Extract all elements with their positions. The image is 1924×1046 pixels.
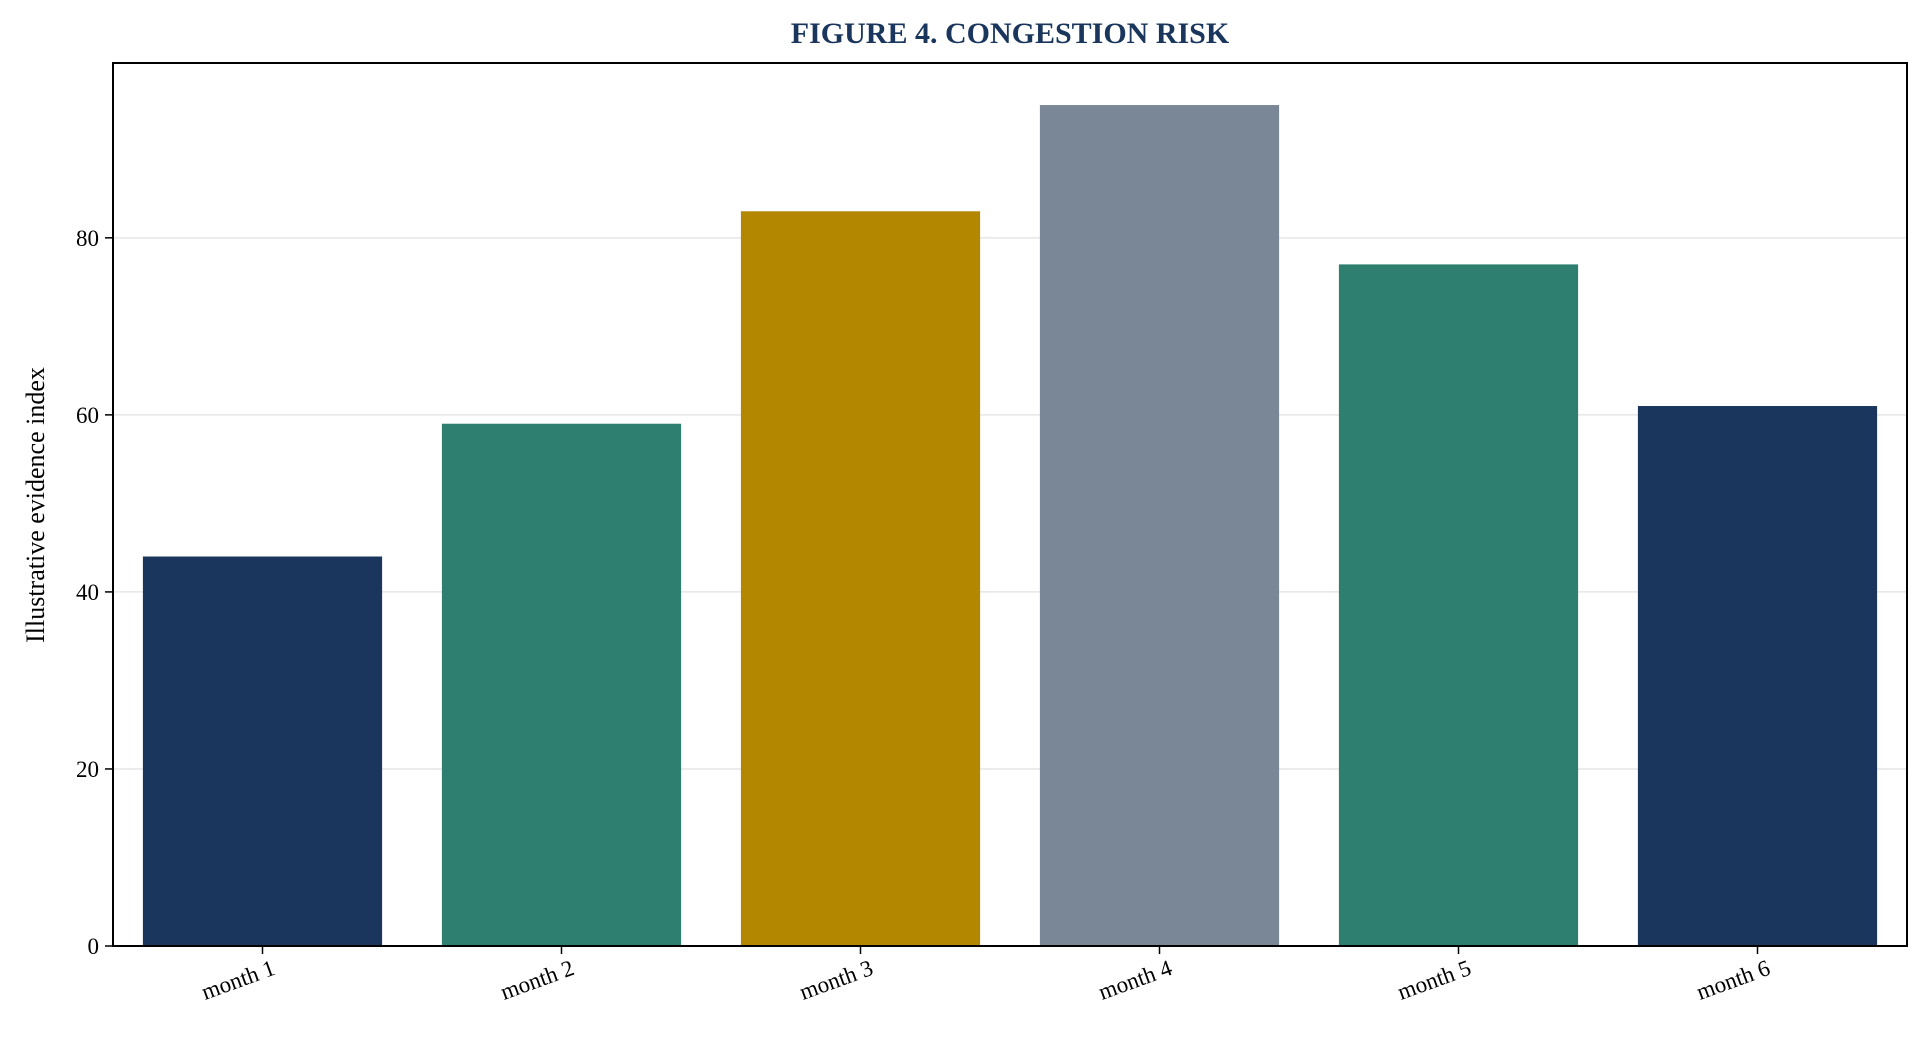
y-tick-label: 80 (76, 226, 99, 251)
y-axis-ticks: 0 20 40 60 80 (76, 226, 113, 959)
x-tick-label: month 2 (497, 955, 577, 1004)
bar-month-3 (740, 211, 981, 946)
bar-month-4 (1039, 105, 1280, 947)
x-tick-label: month 6 (1693, 955, 1773, 1004)
x-axis-ticks: month 1 month 2 month 3 month 4 month 5 month… (198, 946, 1773, 1005)
y-tick-label: 60 (76, 403, 99, 428)
y-tick-label: 20 (76, 757, 99, 782)
gridlines (113, 237, 1907, 770)
bars (142, 105, 1878, 947)
bar-month-2 (441, 423, 682, 946)
y-axis-label: Illustrative evidence index (21, 367, 50, 643)
plot-frame (112, 62, 1908, 947)
x-tick-label: month 4 (1095, 955, 1175, 1005)
x-tick-label: month 5 (1394, 955, 1474, 1004)
bar-month-1 (142, 556, 383, 946)
x-tick-label: month 1 (198, 955, 278, 1004)
y-tick-label: 40 (76, 580, 99, 605)
chart-title: FIGURE 4. CONGESTION RISK (791, 17, 1230, 50)
x-tick-label: month 3 (796, 955, 876, 1004)
bar-month-5 (1338, 264, 1579, 946)
bar-month-6 (1637, 406, 1878, 947)
y-tick-label: 0 (88, 934, 100, 959)
